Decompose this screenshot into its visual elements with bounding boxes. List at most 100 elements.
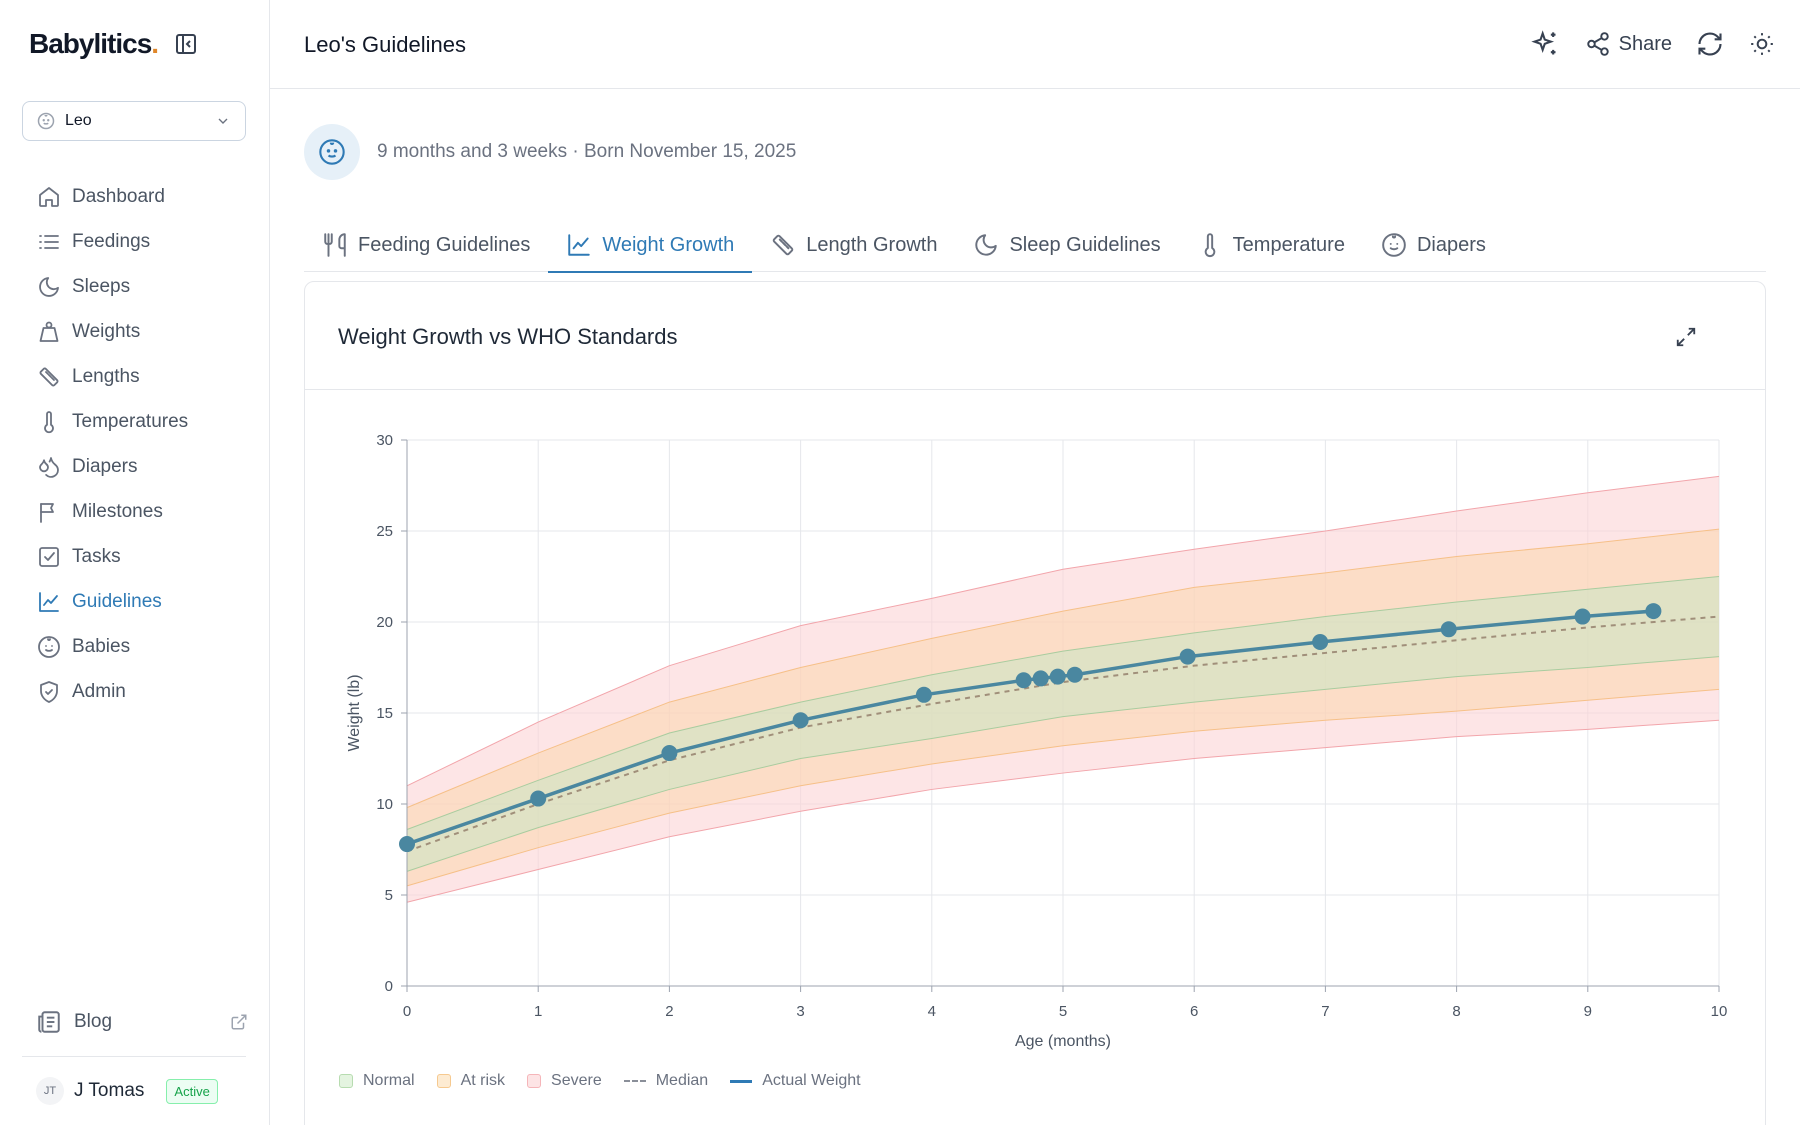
legend-severe[interactable]: Severe bbox=[527, 1072, 602, 1090]
sidebar-item-label: Guidelines bbox=[72, 590, 162, 612]
legend-swatch-normal bbox=[339, 1074, 353, 1088]
chart-line-icon bbox=[39, 591, 59, 612]
share-label: Share bbox=[1618, 32, 1672, 55]
sidebar-item-feedings[interactable]: Feedings bbox=[22, 219, 248, 264]
sidebar-item-icon bbox=[36, 364, 62, 390]
collapse-sidebar-button[interactable] bbox=[172, 30, 200, 58]
y-tick-label: 5 bbox=[385, 887, 393, 904]
card-title: Weight Growth vs WHO Standards bbox=[338, 324, 678, 349]
user-profile[interactable]: JT J Tomas Active bbox=[36, 1072, 218, 1110]
droplets-icon bbox=[39, 456, 59, 478]
sidebar-item-tasks[interactable]: Tasks bbox=[22, 534, 248, 579]
shield-icon bbox=[40, 680, 58, 703]
theme-toggle-button[interactable] bbox=[1744, 26, 1780, 62]
avatar: JT bbox=[36, 1077, 64, 1105]
thermometer-icon bbox=[1204, 233, 1215, 258]
legend-swatch-at-risk bbox=[436, 1074, 451, 1088]
tab-weight-growth[interactable]: Weight Growth bbox=[548, 218, 753, 273]
blog-link[interactable]: Blog bbox=[22, 1004, 248, 1040]
logo[interactable]: Babylitics. bbox=[29, 26, 159, 62]
legend-label-median: Median bbox=[655, 1072, 709, 1089]
ai-insights-button[interactable] bbox=[1527, 26, 1563, 62]
actual-weight-point bbox=[1179, 648, 1196, 665]
moon-icon bbox=[39, 276, 59, 297]
thermometer-icon bbox=[44, 410, 54, 433]
normal-upper-line bbox=[406, 576, 1720, 830]
legend-line-median bbox=[623, 1080, 646, 1082]
sidebar-item-lengths[interactable]: Lengths bbox=[22, 354, 248, 399]
sidebar-nav: Dashboard Feedings Sleeps Weights Lengths Tem… bbox=[22, 174, 248, 714]
chevron-down-icon bbox=[218, 118, 228, 124]
sidebar-item-icon bbox=[36, 319, 62, 345]
normal-lower-line bbox=[406, 656, 1720, 872]
tab-icon bbox=[322, 232, 348, 258]
y-tick-label: 10 bbox=[376, 796, 393, 813]
severe-lower-line bbox=[406, 719, 1720, 903]
expand-chart-button[interactable] bbox=[1671, 322, 1701, 352]
tab-sleep-guidelines[interactable]: Sleep Guidelines bbox=[955, 218, 1178, 272]
home-icon bbox=[39, 186, 59, 207]
sidebar-item-diapers[interactable]: Diapers bbox=[22, 444, 248, 489]
tab-label: Temperature bbox=[1232, 233, 1345, 256]
baby-avatar bbox=[304, 124, 360, 180]
sidebar-item-sleeps[interactable]: Sleeps bbox=[22, 264, 248, 309]
tab-icon bbox=[770, 232, 796, 258]
tab-temperature[interactable]: Temperature bbox=[1179, 218, 1363, 272]
sidebar-item-icon bbox=[36, 499, 62, 525]
weight-growth-chart: 0 1 2 3 4 5 6 7 8 9 10 0 5 10 15 20 25 30 Age (months) Weig… bbox=[346, 432, 1727, 1050]
legend-label-severe: Severe bbox=[551, 1072, 602, 1089]
tab-diapers[interactable]: Diapers bbox=[1363, 218, 1504, 272]
external-link-icon bbox=[231, 1014, 247, 1030]
x-tick-label: 7 bbox=[1321, 1003, 1329, 1020]
legend-normal[interactable]: Normal bbox=[339, 1072, 415, 1090]
sidebar-item-icon bbox=[36, 634, 62, 660]
sidebar-item-label: Admin bbox=[72, 680, 126, 702]
actual-weight-point bbox=[1015, 672, 1032, 689]
sidebar-item-temperatures[interactable]: Temperatures bbox=[22, 399, 248, 444]
sidebar-item-label: Diapers bbox=[72, 455, 138, 477]
legend-at-risk[interactable]: At risk bbox=[436, 1072, 505, 1090]
x-tick-label: 3 bbox=[796, 1003, 804, 1020]
tab-label: Weight Growth bbox=[602, 233, 735, 256]
chart-line-icon bbox=[568, 234, 591, 256]
y-tick-label: 30 bbox=[376, 432, 393, 449]
x-axis-label: Age (months) bbox=[1015, 1033, 1111, 1050]
baby-info: 9 months and 3 weeks · Born November 15,… bbox=[304, 124, 796, 180]
sidebar-item-dashboard[interactable]: Dashboard bbox=[22, 174, 248, 219]
x-tick-label: 2 bbox=[665, 1003, 673, 1020]
sidebar-item-admin[interactable]: Admin bbox=[22, 669, 248, 714]
sidebar-item-icon bbox=[36, 544, 62, 570]
y-axis-label: Weight (lb) bbox=[346, 674, 363, 751]
tab-length-growth[interactable]: Length Growth bbox=[752, 218, 955, 272]
status-badge: Active bbox=[166, 1078, 218, 1104]
logo-dot: . bbox=[151, 28, 159, 59]
share-button[interactable]: Share bbox=[1585, 31, 1672, 57]
sidebar: Babylitics. Leo Dashboard Feedings Sleeps W… bbox=[0, 0, 270, 1125]
y-tick-label: 20 bbox=[376, 614, 393, 631]
baby-selector[interactable]: Leo bbox=[22, 101, 246, 141]
legend-actual-weight[interactable]: Actual Weight bbox=[730, 1072, 861, 1090]
sidebar-item-guidelines[interactable]: Guidelines bbox=[22, 579, 248, 624]
panel-left-close-icon bbox=[176, 34, 196, 54]
sidebar-item-icon bbox=[36, 409, 62, 435]
legend-median[interactable]: Median bbox=[623, 1072, 709, 1090]
sidebar-item-babies[interactable]: Babies bbox=[22, 624, 248, 669]
share-icon bbox=[1586, 32, 1609, 56]
at-risk-upper-line bbox=[406, 528, 1720, 809]
actual-weight-line bbox=[406, 609, 1654, 846]
actual-weight-point bbox=[1312, 634, 1329, 651]
top-header: Leo's Guidelines Share bbox=[270, 0, 1800, 89]
tab-feeding-guidelines[interactable]: Feeding Guidelines bbox=[304, 218, 548, 272]
y-tick-label: 15 bbox=[376, 705, 393, 722]
refresh-icon bbox=[1698, 32, 1722, 56]
refresh-button[interactable] bbox=[1692, 26, 1728, 62]
sidebar-item-icon bbox=[36, 184, 62, 210]
utensils-icon bbox=[324, 233, 346, 257]
actual-weight-point bbox=[1440, 621, 1457, 638]
sidebar-item-weights[interactable]: Weights bbox=[22, 309, 248, 354]
baby-age-birthdate: 9 months and 3 weeks · Born November 15,… bbox=[377, 141, 797, 162]
sidebar-item-label: Lengths bbox=[72, 365, 140, 387]
tab-icon bbox=[973, 232, 999, 258]
legend-line-actual bbox=[730, 1079, 753, 1083]
sidebar-item-milestones[interactable]: Milestones bbox=[22, 489, 248, 534]
